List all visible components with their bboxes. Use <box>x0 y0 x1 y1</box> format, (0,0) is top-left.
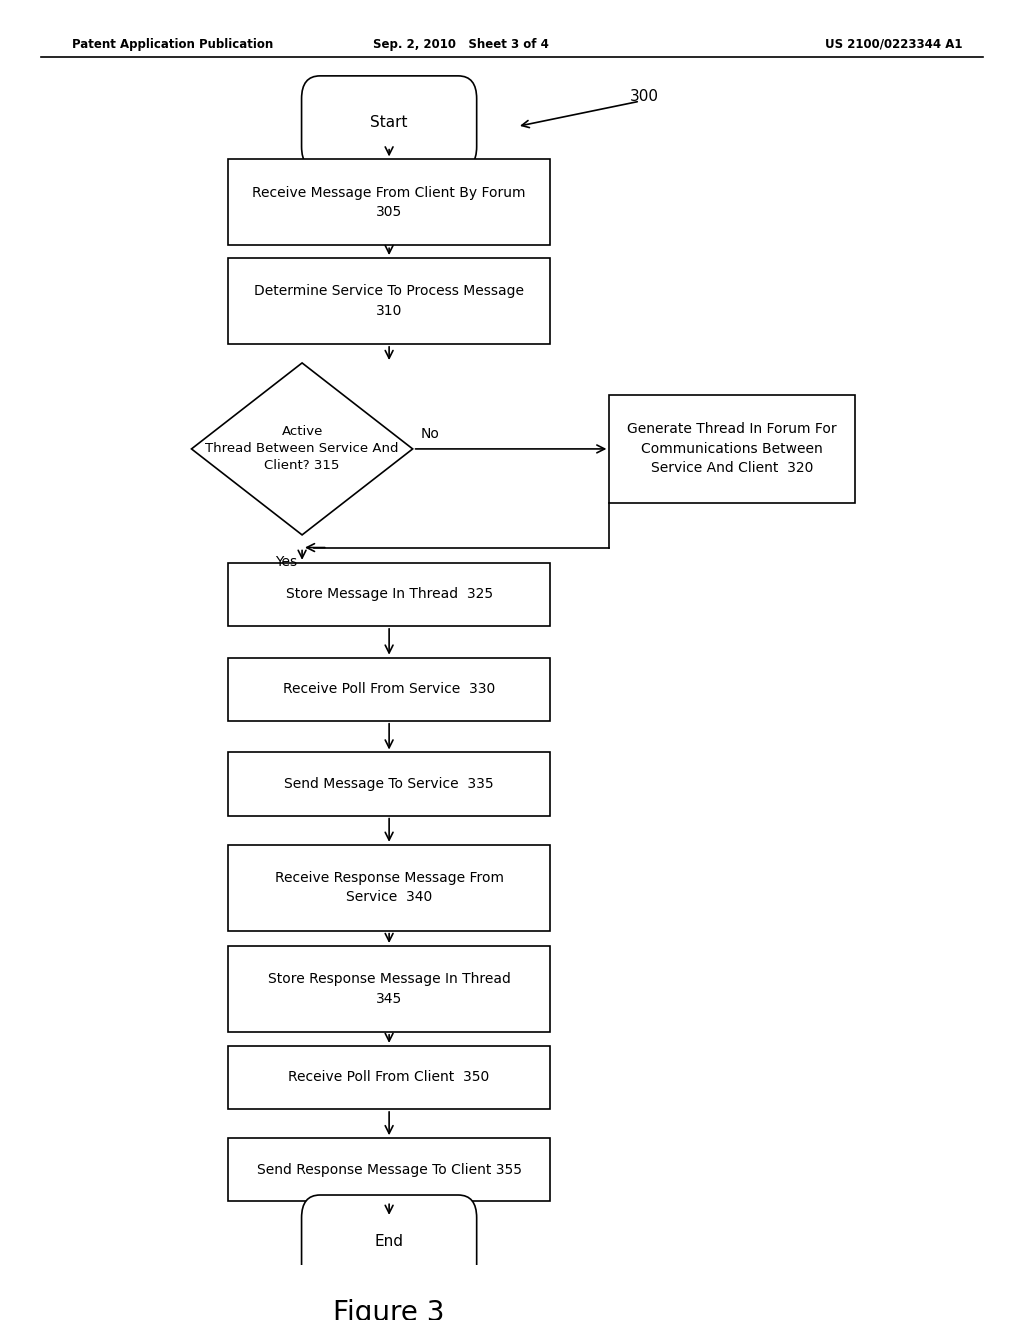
Text: Send Message To Service  335: Send Message To Service 335 <box>285 777 494 791</box>
Text: Figure 3: Figure 3 <box>334 1299 444 1320</box>
FancyBboxPatch shape <box>227 160 551 246</box>
FancyBboxPatch shape <box>227 257 551 345</box>
FancyBboxPatch shape <box>227 845 551 931</box>
Text: Sep. 2, 2010   Sheet 3 of 4: Sep. 2, 2010 Sheet 3 of 4 <box>373 38 549 50</box>
Text: Send Response Message To Client 355: Send Response Message To Client 355 <box>257 1163 521 1176</box>
Text: No: No <box>421 428 439 441</box>
FancyBboxPatch shape <box>227 946 551 1032</box>
Text: Generate Thread In Forum For
Communications Between
Service And Client  320: Generate Thread In Forum For Communicati… <box>628 422 837 475</box>
Text: Start: Start <box>371 115 408 131</box>
Text: Receive Response Message From
Service  340: Receive Response Message From Service 34… <box>274 871 504 904</box>
Text: Receive Poll From Client  350: Receive Poll From Client 350 <box>289 1071 489 1085</box>
Text: Store Message In Thread  325: Store Message In Thread 325 <box>286 587 493 602</box>
FancyBboxPatch shape <box>609 395 855 503</box>
FancyBboxPatch shape <box>301 75 477 169</box>
Text: 300: 300 <box>630 88 658 103</box>
Text: End: End <box>375 1234 403 1249</box>
Text: Active
Thread Between Service And
Client? 315: Active Thread Between Service And Client… <box>206 425 398 473</box>
FancyBboxPatch shape <box>227 752 551 816</box>
Text: Determine Service To Process Message
310: Determine Service To Process Message 310 <box>254 284 524 318</box>
FancyBboxPatch shape <box>227 1045 551 1109</box>
Text: Store Response Message In Thread
345: Store Response Message In Thread 345 <box>267 972 511 1006</box>
Text: US 2100/0223344 A1: US 2100/0223344 A1 <box>825 38 963 50</box>
Polygon shape <box>191 363 413 535</box>
FancyBboxPatch shape <box>227 562 551 626</box>
FancyBboxPatch shape <box>227 1138 551 1201</box>
FancyBboxPatch shape <box>301 1195 477 1288</box>
Text: Yes: Yes <box>274 556 297 569</box>
Text: Receive Message From Client By Forum
305: Receive Message From Client By Forum 305 <box>252 186 526 219</box>
Text: Receive Poll From Service  330: Receive Poll From Service 330 <box>283 682 496 696</box>
Text: Patent Application Publication: Patent Application Publication <box>72 38 273 50</box>
FancyBboxPatch shape <box>227 657 551 721</box>
